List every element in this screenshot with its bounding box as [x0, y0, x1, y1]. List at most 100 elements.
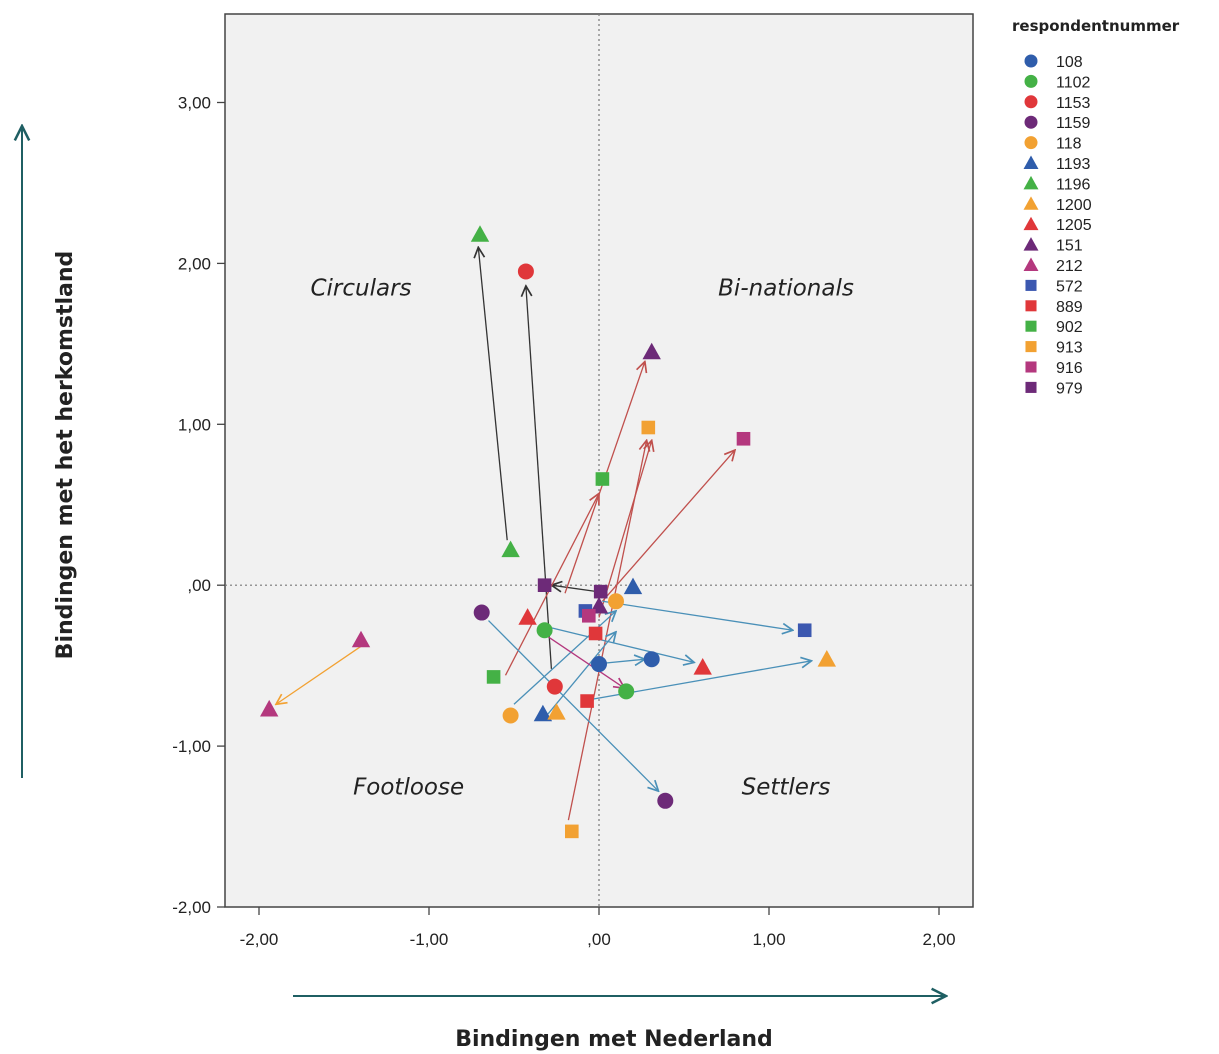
- legend-entry-label: 979: [1056, 380, 1083, 397]
- data-point-572: [797, 623, 812, 638]
- data-point-913: [565, 824, 579, 839]
- movement-arrow: [276, 645, 362, 704]
- x-tick-label: ,00: [587, 930, 611, 949]
- data-point-916: [736, 431, 751, 446]
- data-point-889: [588, 626, 603, 641]
- x-tick-label: 1,00: [752, 930, 785, 949]
- data-point-1200: [817, 650, 836, 667]
- data-point-1102: [618, 683, 635, 700]
- legend-title: respondentnummer: [1012, 17, 1180, 35]
- legend-entry-label: 889: [1056, 299, 1083, 316]
- legend-marker-108: [1024, 54, 1038, 68]
- legend-entry-label: 1159: [1056, 115, 1091, 132]
- legend-entry-label: 913: [1056, 340, 1083, 357]
- movement-arrow: [526, 286, 553, 669]
- data-point-118: [608, 593, 624, 610]
- data-point-1153: [517, 263, 534, 280]
- movement-arrow: [488, 620, 659, 792]
- data-point-108: [643, 651, 660, 668]
- legend-marker-1196: [1023, 175, 1039, 190]
- legend-entry-label: 1200: [1056, 197, 1092, 214]
- y-tick-label: ,00: [187, 576, 211, 595]
- data-point-1200: [547, 703, 566, 720]
- movement-arrow: [567, 440, 646, 821]
- legend-marker-979: [1025, 381, 1037, 393]
- y-tick-label: 1,00: [178, 415, 211, 434]
- quadrant-label-settlers: Settlers: [742, 774, 831, 800]
- y-tick-label: -2,00: [172, 898, 211, 917]
- data-point-1159: [473, 604, 490, 621]
- legend-marker-913: [1025, 341, 1037, 353]
- legend-marker-889: [1025, 300, 1037, 312]
- data-point-212: [260, 699, 279, 717]
- data-point-1205: [693, 658, 712, 675]
- data-point-902: [486, 670, 501, 684]
- x-ticks: -2,00 -1,00 ,00 1,00 2,00: [240, 907, 956, 949]
- y-tick-label: 3,00: [178, 93, 211, 112]
- data-point-1159: [657, 792, 674, 809]
- data-point-913: [641, 420, 656, 435]
- legend-entry-label: 916: [1056, 360, 1083, 377]
- legend-entry-label: 1153: [1056, 95, 1091, 112]
- legend-marker-151: [1023, 237, 1039, 251]
- movement-arrow: [602, 600, 792, 630]
- y-axis-title: Bindingen met het herkomstland: [53, 251, 78, 660]
- legend-marker-916: [1025, 361, 1037, 373]
- legend-marker-1193: [1023, 155, 1039, 169]
- data-point-979: [537, 578, 552, 592]
- movement-arrow: [547, 636, 625, 688]
- data-points: [260, 225, 836, 839]
- legend-marker-1200: [1023, 196, 1039, 210]
- data-point-1193: [623, 577, 643, 595]
- quadrant-label-circulars: Circulars: [310, 276, 411, 302]
- legend: respondentnummer 108 1102 1153 1159 118 1193 1…: [1012, 17, 1180, 397]
- legend-marker-212: [1023, 257, 1039, 271]
- legend-marker-572: [1025, 279, 1037, 291]
- data-point-1196: [470, 225, 490, 242]
- legend-entry-label: 118: [1056, 136, 1082, 153]
- data-point-108: [591, 656, 607, 673]
- data-point-1193: [533, 704, 553, 722]
- movement-arrow: [478, 247, 508, 541]
- movement-arrow: [598, 440, 652, 618]
- quadrant-labels: Circulars Bi-nationals Footloose Settlers: [310, 276, 853, 801]
- data-point-1102: [536, 622, 553, 639]
- x-tick-label: -1,00: [410, 930, 449, 949]
- y-tick-label: -1,00: [172, 737, 211, 756]
- data-point-151: [642, 342, 661, 360]
- data-point-916: [582, 608, 596, 623]
- legend-entry-label: 1193: [1056, 156, 1091, 173]
- legend-marker-1102: [1024, 74, 1038, 88]
- data-point-1153: [546, 678, 563, 695]
- y-ticks: -2,00 -1,00 ,00 1,00 2,00 3,00: [172, 93, 225, 917]
- reference-lines: [225, 14, 973, 907]
- legend-entry-label: 151: [1056, 238, 1083, 255]
- data-point-1196: [501, 540, 520, 558]
- legend-entry-label: 1205: [1056, 217, 1092, 234]
- legend-marker-902: [1025, 320, 1037, 332]
- data-point-1205: [518, 608, 537, 625]
- quadrant-label-footloose: Footloose: [353, 774, 464, 800]
- y-tick-label: 2,00: [178, 254, 211, 273]
- data-point-889: [580, 694, 594, 708]
- movement-arrow: [513, 611, 616, 705]
- movement-arrow: [547, 626, 694, 662]
- movement-arrow: [504, 493, 600, 676]
- legend-entry-label: 212: [1056, 258, 1083, 275]
- data-point-118: [502, 707, 519, 724]
- legend-entry-label: 108: [1056, 54, 1083, 71]
- movement-arrow: [551, 585, 598, 591]
- x-tick-label: 2,00: [922, 930, 955, 949]
- movement-arrow: [601, 450, 735, 602]
- legend-marker-1159: [1024, 115, 1038, 129]
- legend-entry-label: 572: [1056, 278, 1083, 295]
- legend-entry-label: 902: [1056, 319, 1083, 336]
- data-point-902: [595, 472, 610, 486]
- data-point-979: [593, 584, 608, 599]
- legend-marker-1205: [1023, 216, 1039, 231]
- legend-marker-118: [1024, 136, 1038, 150]
- x-tick-label: -2,00: [240, 930, 279, 949]
- legend-entry-label: 1102: [1056, 74, 1091, 91]
- legend-marker-1153: [1024, 95, 1038, 109]
